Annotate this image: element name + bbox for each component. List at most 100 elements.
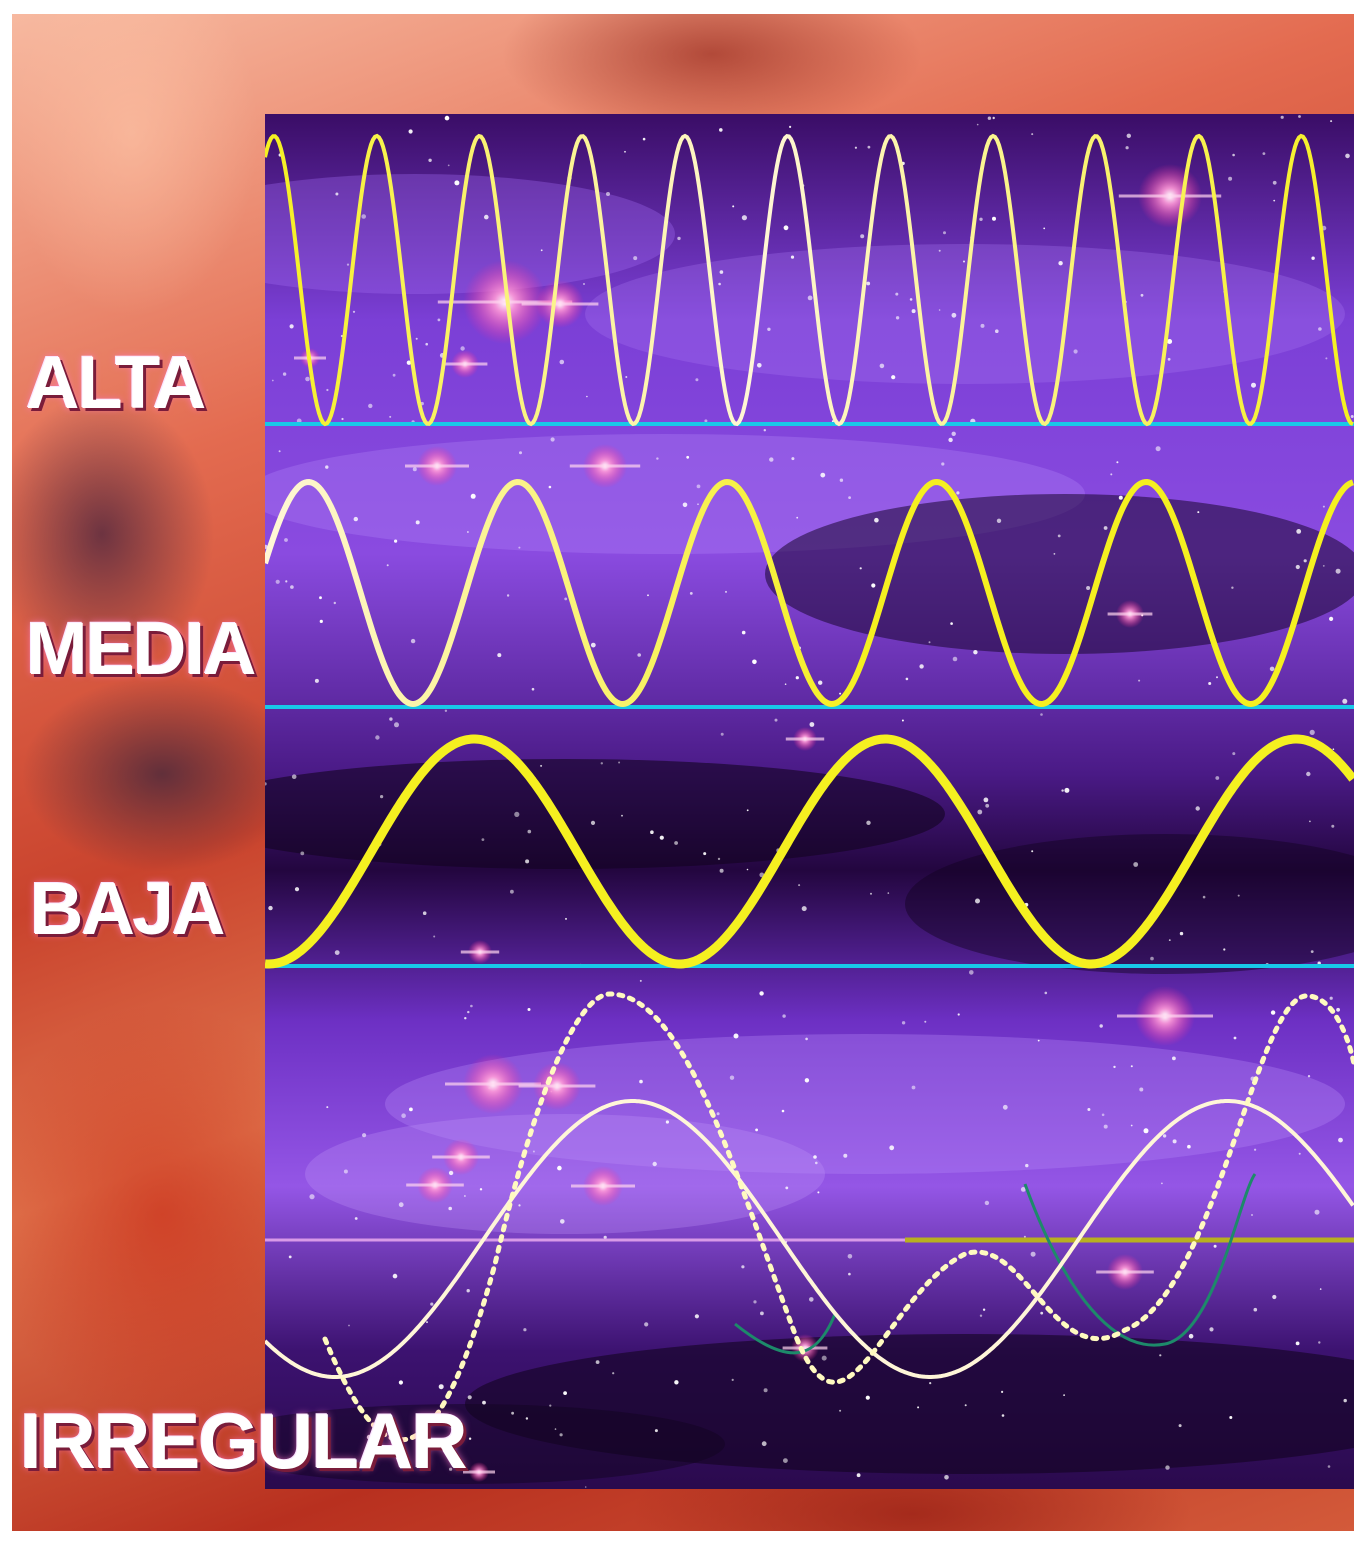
star bbox=[963, 260, 965, 263]
star bbox=[703, 852, 707, 856]
star bbox=[1273, 199, 1276, 202]
star bbox=[951, 312, 957, 318]
star bbox=[909, 298, 913, 301]
star bbox=[919, 664, 924, 669]
star bbox=[467, 1010, 470, 1014]
star bbox=[1318, 1341, 1321, 1344]
star bbox=[519, 451, 522, 455]
star bbox=[354, 1217, 358, 1220]
star bbox=[590, 642, 596, 648]
star bbox=[767, 327, 771, 331]
star bbox=[289, 324, 294, 329]
star-flare bbox=[569, 464, 641, 468]
star bbox=[804, 1078, 810, 1083]
star bbox=[282, 372, 287, 376]
star bbox=[1342, 698, 1348, 704]
star bbox=[943, 231, 946, 235]
star bbox=[444, 115, 450, 121]
star bbox=[639, 979, 642, 982]
star bbox=[290, 585, 294, 589]
star bbox=[422, 911, 427, 915]
star bbox=[1001, 1390, 1004, 1393]
nebula-cloud bbox=[305, 1114, 825, 1234]
star bbox=[839, 692, 842, 695]
star bbox=[1126, 133, 1131, 138]
star bbox=[1223, 948, 1226, 951]
star bbox=[335, 192, 339, 196]
star bbox=[866, 820, 871, 825]
star bbox=[1251, 382, 1256, 388]
star bbox=[380, 795, 384, 799]
star bbox=[305, 376, 310, 382]
star bbox=[348, 1324, 350, 1327]
star bbox=[1130, 1065, 1133, 1068]
star bbox=[1086, 586, 1091, 590]
star bbox=[817, 1191, 820, 1194]
star bbox=[652, 1161, 657, 1167]
star-flare bbox=[445, 1082, 541, 1086]
star bbox=[1343, 1398, 1347, 1403]
star bbox=[394, 722, 399, 728]
star bbox=[1172, 1139, 1177, 1144]
star bbox=[659, 835, 664, 840]
star bbox=[1309, 729, 1315, 736]
star bbox=[1155, 446, 1161, 452]
star bbox=[854, 146, 858, 149]
star bbox=[1327, 1465, 1331, 1468]
star bbox=[412, 467, 417, 472]
star-flare bbox=[442, 362, 488, 366]
star bbox=[1139, 1087, 1144, 1092]
star bbox=[352, 310, 356, 313]
nebula-cloud bbox=[765, 494, 1354, 654]
star bbox=[353, 516, 358, 522]
star bbox=[540, 764, 543, 767]
star bbox=[1269, 666, 1275, 672]
star bbox=[1295, 564, 1300, 570]
star bbox=[525, 859, 530, 864]
star bbox=[398, 1202, 404, 1208]
star bbox=[987, 116, 992, 120]
star bbox=[531, 687, 535, 691]
star bbox=[979, 217, 983, 221]
star-flare bbox=[785, 737, 825, 741]
star bbox=[769, 457, 774, 462]
star bbox=[426, 1321, 428, 1324]
star bbox=[996, 518, 1002, 523]
star bbox=[1232, 752, 1236, 756]
star bbox=[895, 316, 900, 320]
star bbox=[468, 1437, 472, 1440]
star bbox=[1118, 495, 1123, 500]
star bbox=[285, 580, 288, 583]
star bbox=[733, 1033, 739, 1039]
star bbox=[1030, 1251, 1036, 1257]
star bbox=[362, 1133, 367, 1138]
star bbox=[1298, 115, 1301, 118]
star bbox=[1057, 534, 1061, 538]
star bbox=[951, 431, 956, 436]
wave-alta bbox=[265, 133, 1354, 427]
star bbox=[784, 683, 787, 685]
star bbox=[741, 630, 746, 635]
star bbox=[1099, 1024, 1103, 1028]
star bbox=[454, 180, 460, 186]
star bbox=[1165, 1465, 1170, 1470]
star bbox=[753, 1300, 757, 1304]
star bbox=[481, 838, 485, 841]
star bbox=[1231, 586, 1234, 589]
star bbox=[1350, 415, 1354, 418]
star bbox=[848, 1272, 851, 1276]
star bbox=[732, 205, 735, 208]
star bbox=[1167, 357, 1171, 361]
star bbox=[1216, 676, 1218, 679]
star bbox=[1336, 1007, 1340, 1012]
star bbox=[600, 762, 603, 765]
star bbox=[326, 388, 329, 392]
nebula-cloud bbox=[905, 834, 1354, 974]
star bbox=[1103, 526, 1108, 530]
star bbox=[719, 270, 724, 274]
waves-panel bbox=[265, 114, 1354, 1489]
star bbox=[644, 1322, 649, 1327]
star bbox=[813, 1155, 817, 1159]
star bbox=[1101, 1113, 1105, 1117]
star bbox=[1187, 1144, 1191, 1149]
